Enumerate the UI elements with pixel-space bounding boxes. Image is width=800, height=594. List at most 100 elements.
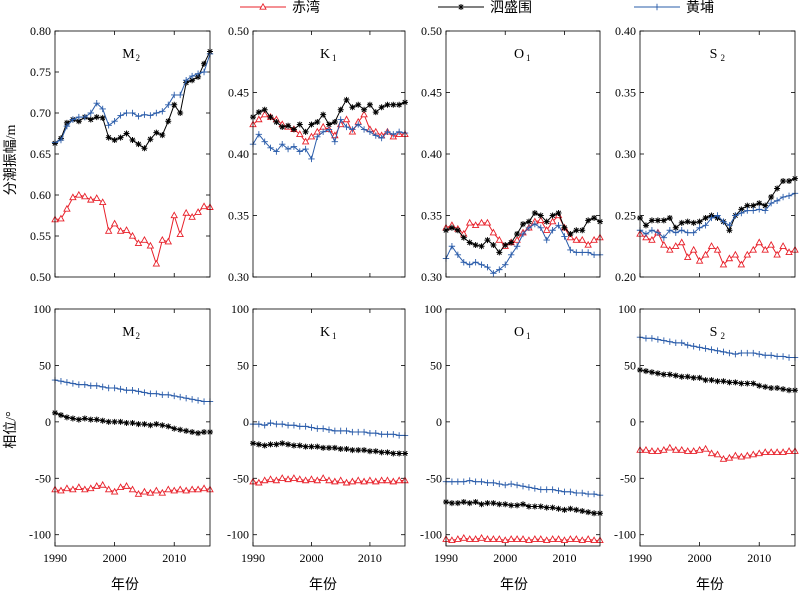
data-point	[285, 441, 292, 448]
y-tick-label: 50	[624, 358, 636, 372]
data-point	[188, 213, 196, 220]
data-point	[561, 233, 568, 240]
data-point	[372, 132, 379, 139]
data-point	[744, 202, 751, 209]
data-point	[135, 421, 142, 428]
data-point	[99, 114, 106, 121]
y-tick-label: -100	[420, 528, 442, 542]
data-point	[548, 217, 557, 225]
data-point	[93, 382, 100, 389]
data-point	[489, 228, 498, 236]
data-point	[63, 204, 71, 212]
x-tick-label: 2000	[299, 551, 323, 565]
data-point	[761, 207, 769, 214]
y-tick-label: 0.55	[30, 229, 51, 243]
plot-frame	[252, 30, 406, 278]
data-point	[590, 490, 598, 498]
data-point	[472, 478, 479, 485]
data-point	[158, 488, 167, 496]
series-赤湾	[442, 533, 604, 544]
data-point	[572, 235, 581, 243]
data-point	[331, 119, 338, 126]
data-point	[666, 227, 674, 234]
data-point	[129, 109, 136, 117]
plot-frame	[445, 308, 601, 547]
data-point	[194, 70, 202, 77]
data-point	[57, 136, 65, 144]
data-point	[738, 380, 745, 387]
y-tick-label: 0.80	[30, 24, 51, 38]
data-point	[337, 116, 344, 123]
data-point	[696, 218, 703, 225]
data-point	[267, 144, 274, 152]
data-point	[762, 202, 769, 209]
data-point	[188, 396, 196, 403]
data-point	[590, 235, 598, 243]
data-point	[520, 221, 526, 228]
data-point	[343, 445, 350, 452]
series-泗盛围	[637, 175, 798, 234]
data-point	[531, 220, 539, 228]
data-point	[182, 77, 190, 84]
data-point	[111, 384, 118, 392]
data-point	[573, 227, 580, 234]
y-tick-label: 0.30	[421, 270, 442, 284]
data-point	[780, 178, 787, 185]
data-point	[123, 109, 130, 117]
data-point	[153, 129, 160, 136]
data-point	[573, 489, 580, 497]
data-point	[490, 500, 497, 507]
legend-label: 黄埔	[686, 0, 714, 16]
data-point	[642, 222, 649, 229]
data-point	[104, 226, 113, 234]
y-tick-label: -50	[233, 471, 249, 485]
data-point	[325, 126, 333, 133]
data-point	[116, 483, 125, 490]
data-point	[165, 118, 172, 125]
data-point	[708, 346, 715, 353]
data-point	[774, 385, 781, 391]
data-point	[756, 382, 763, 389]
data-point	[507, 480, 515, 488]
data-point	[290, 143, 298, 150]
series-黄埔	[636, 334, 799, 361]
data-point	[648, 227, 656, 234]
data-point	[261, 138, 268, 145]
data-point	[111, 137, 118, 144]
panel-title: K	[320, 325, 330, 340]
data-point	[684, 341, 691, 349]
data-point	[349, 126, 356, 133]
data-point	[660, 445, 668, 453]
data-point	[713, 245, 722, 253]
legend: 赤湾 泗盛围 黄埔	[240, 0, 714, 16]
data-point	[75, 190, 83, 198]
panel-title-subscript: 2	[136, 53, 141, 63]
data-point	[141, 389, 148, 396]
y-tick-label: -50	[35, 471, 51, 485]
data-point	[543, 218, 550, 225]
data-point	[395, 476, 403, 484]
data-point	[395, 432, 403, 439]
data-point	[200, 202, 208, 210]
data-point	[768, 385, 775, 391]
data-point	[267, 114, 274, 121]
data-point	[654, 336, 662, 343]
y-tick-label: 50	[430, 358, 442, 372]
data-point	[642, 335, 650, 342]
data-point	[182, 208, 190, 216]
data-point	[395, 128, 403, 136]
data-point	[128, 485, 137, 493]
data-point	[75, 381, 83, 388]
data-point	[573, 506, 580, 513]
y-tick-label: 100	[33, 302, 51, 316]
data-point	[472, 259, 479, 266]
data-point	[176, 393, 184, 401]
data-point	[105, 134, 112, 141]
x-tick-label: 2010	[358, 551, 382, 565]
data-point	[255, 441, 262, 448]
data-point	[194, 485, 202, 493]
panel-amplitude-K1: 0.30 0.35 0.40 0.45 0.50 K 1	[228, 24, 409, 284]
data-point	[57, 378, 65, 385]
data-point	[75, 483, 83, 490]
series-赤湾	[636, 443, 799, 462]
